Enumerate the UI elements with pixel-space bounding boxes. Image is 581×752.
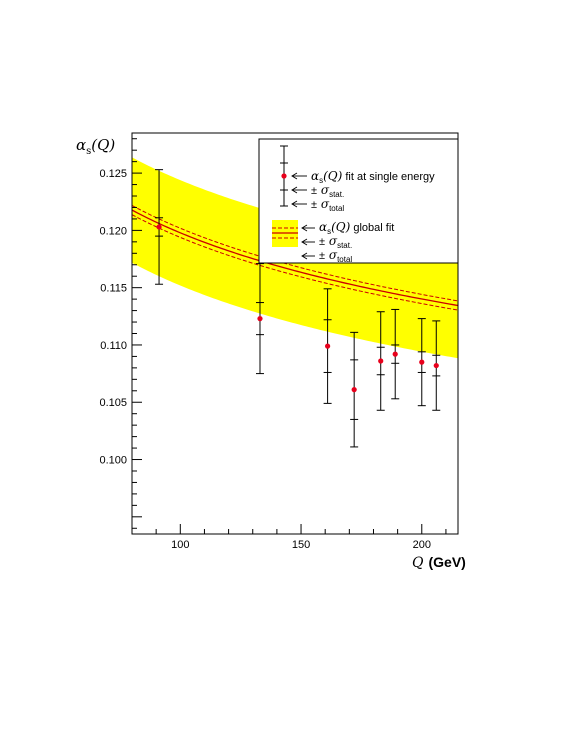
x-axis-label-unit: (GeV) (428, 554, 465, 570)
legend-data-point-icon (281, 173, 287, 179)
data-point-2 (325, 343, 331, 349)
legend-entry-global-total-pm: ± (319, 250, 325, 262)
y-axis-label-symbol: α (76, 136, 86, 154)
legend-entry-single-stat: ± σstat. (311, 183, 344, 199)
x-tick-label-200: 200 (413, 539, 431, 551)
legend-entry-single-total-sigma: σ (317, 197, 330, 211)
axis-ticks-layer: 100 150 200 0.100 0.105 0.110 0.115 0.120 0.125 (99, 138, 447, 551)
legend-entry-global-fit-math: α (319, 220, 327, 234)
legend-entry-global-fit-sub: s (327, 227, 331, 236)
data-point-5 (392, 351, 398, 357)
legend-arrow-head-icon-3 (301, 224, 308, 232)
data-point-0 (156, 224, 162, 230)
y-tick-label-1: 0.105 (99, 397, 127, 409)
legend-entry-single-stat-pm: ± (311, 185, 317, 197)
data-points-layer (155, 169, 441, 448)
legend-entry-single-energy-sub: s (319, 176, 323, 185)
x-axis-label-var: Q (412, 555, 424, 571)
y-axis-label: αs(Q) (76, 136, 115, 157)
data-point-4 (378, 358, 384, 364)
legend-entry-single-stat-sigma: σ (317, 183, 330, 197)
y-axis-label-sub: s (86, 146, 91, 157)
legend-entry-global-fit: αs(Q) global fit (319, 220, 394, 236)
legend-entry-global-stat-sigma: σ (325, 234, 338, 248)
legend-entry-global-fit-text: global fit (350, 222, 394, 234)
legend-entry-single-total-sub: total (329, 204, 344, 213)
global-fit-stat-upper-line (131, 205, 459, 302)
x-tick-label-150: 150 (292, 539, 310, 551)
legend-entry-global-stat: ± σstat. (319, 234, 352, 250)
y-tick-label-0: 0.100 (99, 455, 127, 467)
legend-entry-global-total-sub: total (337, 255, 352, 264)
legend-entry-global-total-sigma: σ (325, 248, 338, 262)
global-fit-central-line (131, 209, 459, 307)
y-axis-label-arg: (Q) (91, 136, 115, 154)
legend-symbols (272, 145, 315, 260)
legend-entry-single-stat-sub: stat. (329, 190, 344, 199)
legend-arrow-head-icon-4 (301, 238, 308, 246)
legend-entry-single-energy-arg: (Q) (323, 169, 343, 183)
legend-arrow-head-icon-0 (291, 172, 298, 180)
legend-entry-global-stat-sub: stat. (337, 241, 352, 250)
legend-entry-single-total: ± σtotal (311, 197, 344, 213)
legend-arrow-head-icon-1 (291, 186, 298, 194)
y-tick-label-3: 0.115 (100, 283, 127, 295)
legend-entry-global-total: ± σtotal (319, 248, 352, 264)
legend-entry-single-energy-math: α (311, 169, 319, 183)
legend-entry-single-total-pm: ± (311, 199, 317, 211)
legend-entry-single-energy-text: fit at single energy (342, 171, 435, 183)
x-axis-label: Q (GeV) (412, 554, 466, 571)
y-tick-label-5: 0.125 (99, 168, 127, 180)
legend: αs(Q) fit at single energy ± σstat. ± σt… (258, 138, 459, 264)
legend-entry-global-stat-pm: ± (319, 236, 325, 248)
y-tick-label-4: 0.120 (99, 225, 127, 237)
data-point-7 (433, 362, 439, 369)
data-point-6 (419, 359, 425, 365)
legend-arrow-head-icon-2 (291, 200, 298, 208)
legend-entry-global-fit-arg: (Q) (331, 220, 351, 234)
data-point-3 (351, 387, 357, 393)
global-fit-lines-layer (131, 205, 459, 311)
legend-entry-single-energy: αs(Q) fit at single energy (311, 169, 435, 185)
y-tick-label-2: 0.110 (100, 340, 127, 352)
x-tick-label-100: 100 (171, 539, 189, 551)
global-fit-stat-lower-line (131, 214, 459, 311)
data-point-1 (257, 316, 263, 322)
legend-arrow-head-icon-5 (301, 252, 308, 260)
